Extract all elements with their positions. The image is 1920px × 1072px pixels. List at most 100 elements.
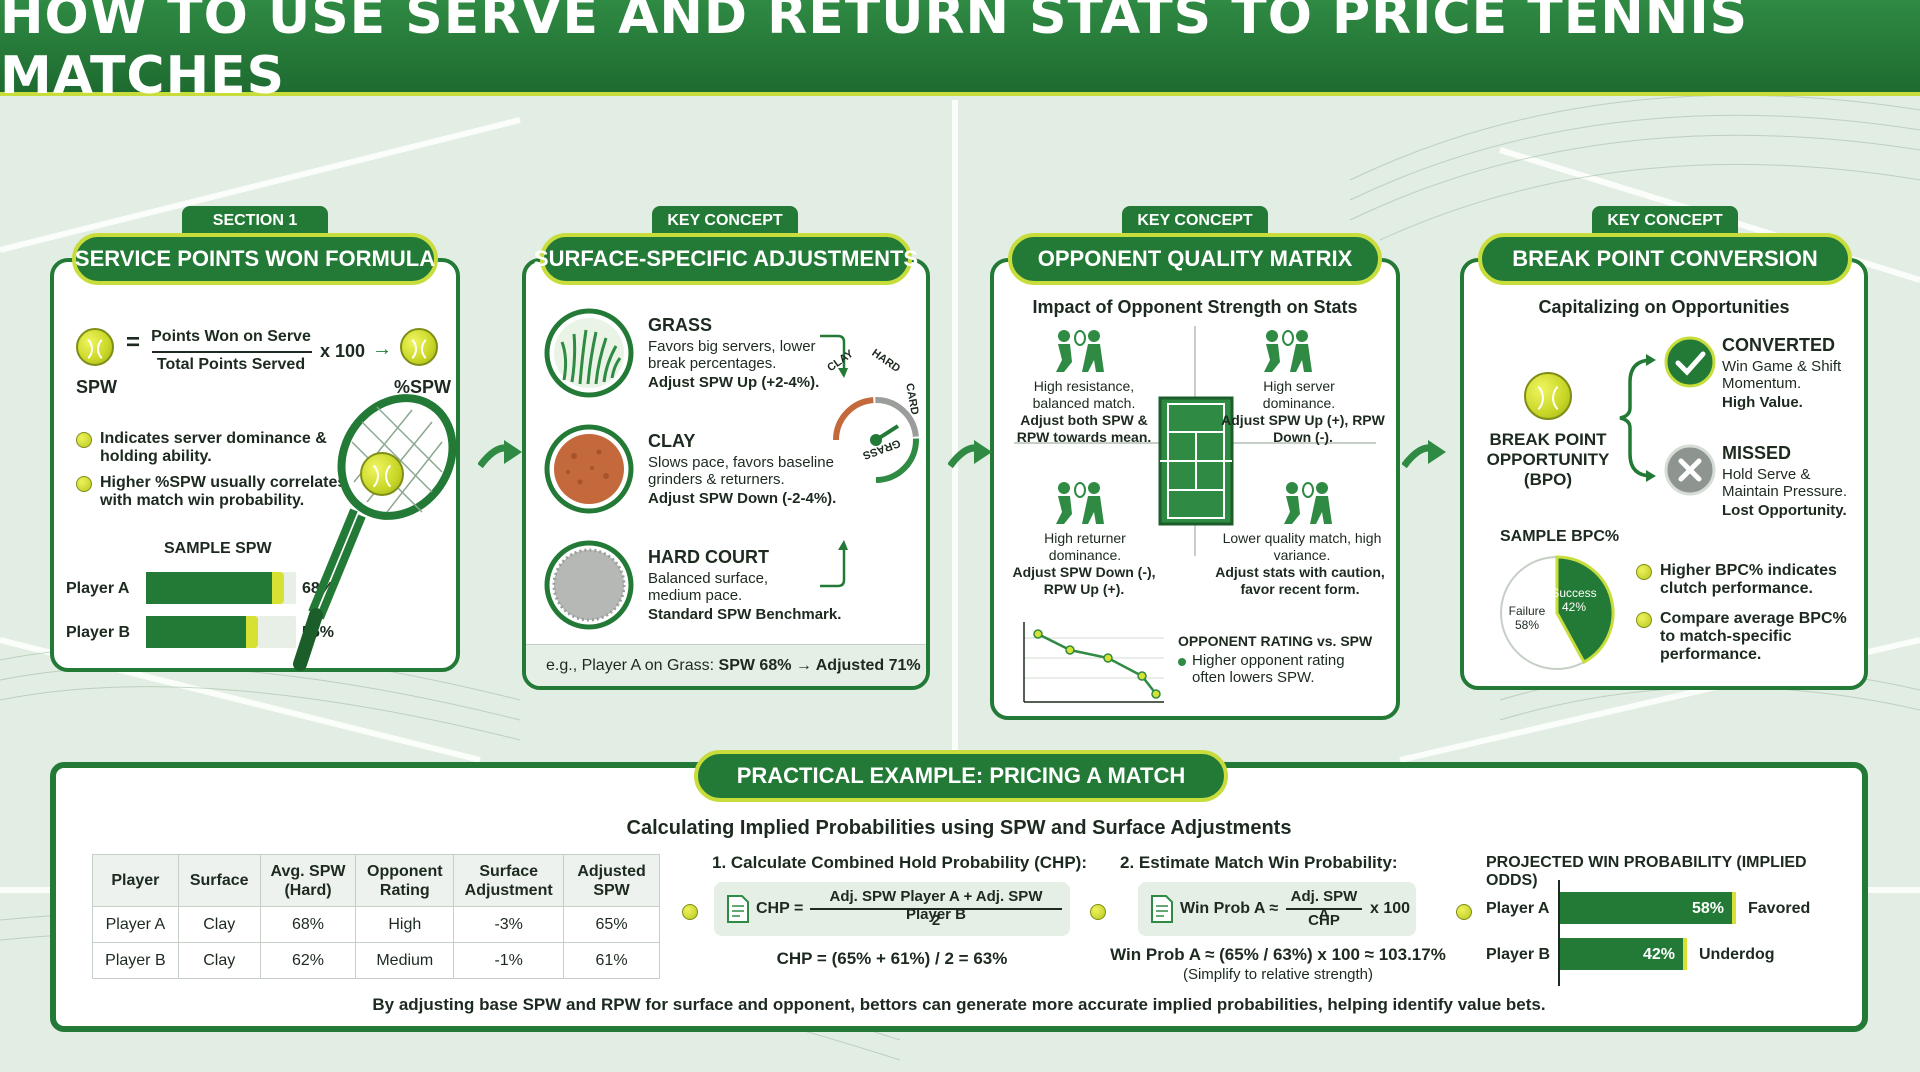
pie-slice-success [1555, 555, 1615, 665]
surface-hard-desc: Balanced surface, medium pace. [648, 570, 769, 604]
table-cell: 68% [259, 906, 357, 943]
surface-clay-adjust: Adjust SPW Down (-2-4%). [648, 490, 837, 507]
table-cell: Player B [92, 942, 179, 979]
example-value: SPW 68% → Adjusted 71% [718, 657, 921, 674]
practical-title: PRACTICAL EXAMPLE: PRICING A MATCH [694, 750, 1228, 802]
table-header: Player [92, 854, 179, 907]
section1-bullet-2: Higher %SPW usually correlates with matc… [100, 474, 347, 509]
table-cell: 62% [259, 942, 357, 979]
table-cell: High [355, 906, 455, 943]
example-prefix: e.g., Player A on Grass: [546, 657, 719, 674]
curved-arrow-down-icon [820, 334, 848, 378]
pie-label-success: Success 42% [1546, 586, 1602, 614]
surface-grass-name: GRASS [648, 315, 713, 335]
page-title: HOW TO USE SERVE AND RETURN STATS TO PRI… [0, 0, 1749, 106]
spw-label: SPW [76, 377, 118, 397]
x-mark-icon [1664, 444, 1716, 496]
check-icon [1664, 336, 1716, 388]
table-row: Player B Clay 62% Medium -1% 61% [92, 942, 660, 979]
clay-icon [544, 424, 634, 514]
formula-denominator: Total Points Served [156, 356, 306, 373]
header-bar: HOW TO USE SERVE AND RETURN STATS TO PRI… [0, 0, 1920, 106]
win-prob-lhs: Win Prob A ≈ [1180, 900, 1279, 917]
pie-failure-label: Failure [1508, 604, 1546, 618]
bullet-ball-icon [1636, 564, 1652, 580]
flow-arrow-icon [1402, 440, 1446, 469]
section3-card: Impact of Opponent Strength on Stats Hig… [990, 258, 1400, 720]
section3-tag: KEY CONCEPT [1122, 206, 1268, 236]
step1-title: 1. Calculate Combined Hold Probability (… [712, 853, 1087, 872]
tennis-ball-icon [1524, 372, 1572, 420]
table-cell: Clay [177, 906, 261, 943]
arrow-icon: → [372, 338, 392, 360]
surface-speed-gauge [833, 397, 919, 483]
projected-axis [1558, 880, 1560, 986]
quadrant-bottom-right-adjust: Adjust stats with caution, favor recent … [1215, 564, 1385, 597]
tennis-ball-icon [76, 328, 114, 366]
equals-sign: = [126, 329, 141, 356]
section3-title: OPPONENT QUALITY MATRIX [1008, 233, 1382, 285]
curved-arrow-up-icon [820, 540, 848, 588]
table-cell: 61% [563, 942, 660, 979]
bullet-ball-icon [76, 476, 92, 492]
document-icon [1151, 895, 1173, 923]
flow-arrow-icon [478, 440, 522, 469]
quadrant-bottom-left-adjust: Adjust SPW Down (-), RPW Up (+). [1012, 564, 1156, 597]
chp-numerator: Adj. SPW Player A + Adj. SPW Player B [829, 888, 1043, 923]
missed-value: Lost Opportunity. [1722, 502, 1847, 519]
pie-failure-value: 58% [1514, 618, 1540, 632]
quadrant-top-right-adjust: Adjust SPW Up (+), RPW Down (-). [1221, 412, 1385, 445]
tennis-racket-icon [293, 394, 457, 671]
fraction-line [1286, 908, 1362, 910]
chp-formula-box: CHP = Adj. SPW Player A + Adj. SPW Playe… [714, 882, 1070, 936]
bullet-ball-icon [682, 904, 698, 920]
converted-title: CONVERTED [1722, 335, 1836, 355]
proj-label-player-a: Player A [1486, 900, 1550, 917]
section1-bullet-1: Indicates server dominance & holding abi… [100, 430, 327, 465]
players-icon [1056, 330, 1104, 372]
opponent-chart-title: OPPONENT RATING vs. SPW [1178, 633, 1373, 649]
table-cell: -1% [453, 942, 565, 979]
quadrant-top-right-desc: High server dominance. [1262, 378, 1336, 411]
sample-spw-title: SAMPLE SPW [164, 540, 272, 557]
section2-title: SURFACE-SPECIFIC ADJUSTMENTS [534, 233, 918, 285]
win-prob-result: Win Prob A ≈ (65% / 63%) x 100 ≈ 103.17% [1110, 945, 1446, 964]
tennis-ball-icon [400, 328, 438, 366]
section1-tag: SECTION 1 [182, 206, 328, 236]
pie-success-label: Success [1551, 586, 1597, 600]
fraction-line [152, 351, 312, 353]
quadrant-bottom-right-desc: Lower quality match, high variance. [1222, 530, 1382, 563]
bpc-pie-chart [1500, 555, 1615, 670]
table-cell: Clay [177, 942, 261, 979]
table-header-row: Player Surface Avg. SPW (Hard) Opponent … [92, 854, 660, 907]
surface-example-box: e.g., Player A on Grass: SPW 68% → Adjus… [526, 644, 926, 686]
win-prob-formula-box: Win Prob A ≈ Adj. SPW A CHP x 100 [1138, 882, 1416, 936]
flow-arrow-icon [948, 440, 992, 469]
win-prob-note: (Simplify to relative strength) [1182, 966, 1374, 983]
proj-value-player-b: 42% [1643, 946, 1676, 963]
pie-success-value: 42% [1561, 600, 1587, 614]
tennis-court-icon [1158, 396, 1234, 526]
pie-label-failure: Failure 58% [1502, 604, 1552, 632]
proj-value-player-a: 58% [1692, 900, 1725, 917]
converted-desc: Win Game & Shift Momentum. [1722, 358, 1842, 392]
bar-fill [146, 616, 246, 648]
table-header: Avg. SPW (Hard) [259, 854, 357, 907]
table-cell: Player A [92, 906, 179, 943]
surface-example: e.g., Player A on Grass: SPW 68% → Adjus… [546, 657, 921, 675]
bar-fill [1560, 938, 1687, 970]
practical-card: Calculating Implied Probabilities using … [50, 762, 1868, 1032]
opponent-chart-note: Higher opponent rating often lowers SPW. [1192, 652, 1345, 686]
table-header: Opponent Rating [355, 854, 455, 907]
document-icon [727, 895, 749, 923]
surface-clay-name: CLAY [648, 431, 696, 451]
bullet-ball-icon [1456, 904, 1472, 920]
surface-grass-adjust: Adjust SPW Up (+2-4%). [648, 374, 820, 391]
table-cell: -3% [453, 906, 565, 943]
tennis-ball-icon [360, 452, 404, 496]
win-prob-denominator: CHP [1308, 912, 1340, 929]
proj-label-player-b: Player B [1486, 946, 1551, 963]
hard-court-icon [544, 540, 634, 630]
missed-title: MISSED [1722, 443, 1792, 463]
bar-label-player-a: Player A [66, 580, 130, 597]
